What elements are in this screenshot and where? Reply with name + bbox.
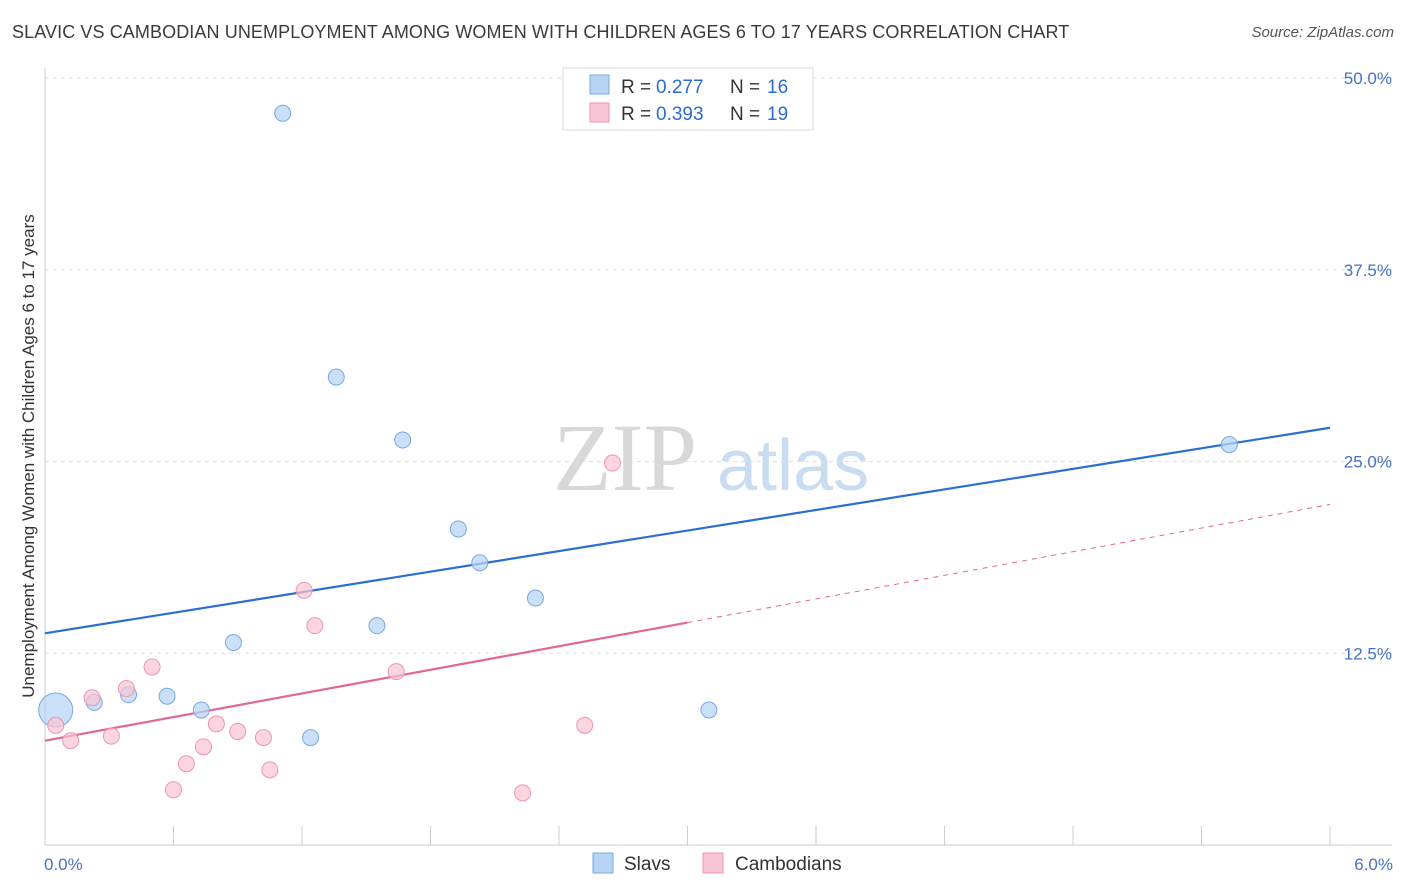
legend-bottom-slavs: Slavs	[624, 854, 670, 875]
legend-bottom-cambodians: Cambodians	[735, 854, 842, 875]
legend-slavs-n-value: 16	[767, 77, 788, 98]
gridlines	[45, 77, 1392, 654]
legend-bottom-swatch-slavs	[592, 852, 614, 874]
watermark-atlas: atlas	[717, 426, 869, 506]
legend-bottom-swatch-cambodians	[702, 852, 724, 874]
point-slavs-4	[192, 701, 210, 719]
legend-slavs-r-value: 0.277	[656, 77, 704, 98]
legend-slavs-n-label: N =	[730, 77, 760, 98]
x-tick-label-0: 0.0%	[44, 855, 83, 874]
legend-camb-n-label: N =	[730, 104, 760, 125]
point-cambodians-13	[295, 581, 313, 599]
y-tick-label-0: 12.5%	[1344, 644, 1392, 663]
x-tick-label-1: 6.0%	[1354, 855, 1393, 874]
legend-slavs-r-label: R =	[621, 77, 651, 98]
point-slavs-3	[158, 687, 176, 705]
point-slavs-7	[302, 729, 320, 747]
point-cambodians-5	[143, 658, 161, 676]
point-slavs-15	[1220, 436, 1238, 454]
point-slavs-12	[471, 554, 489, 572]
point-slavs-5	[224, 634, 242, 652]
point-cambodians-0	[47, 716, 65, 734]
y-axis-label: Unemployment Among Women with Children A…	[19, 214, 38, 698]
point-cambodians-2	[83, 689, 101, 707]
legend-camb-r-value: 0.393	[656, 104, 704, 125]
point-slavs-10	[394, 431, 412, 449]
point-cambodians-15	[387, 663, 405, 681]
point-cambodians-10	[229, 722, 247, 740]
point-cambodians-9	[207, 715, 225, 733]
legend-swatch-cambodians	[589, 102, 610, 123]
axes	[44, 68, 1392, 846]
trend-line-cambodians	[44, 621, 688, 742]
trend-line-slavs	[44, 426, 1331, 635]
point-cambodians-12	[261, 761, 279, 779]
point-cambodians-7	[177, 755, 195, 773]
chart-title: SLAVIC VS CAMBODIAN UNEMPLOYMENT AMONG W…	[12, 22, 1070, 42]
y-tick-labels: 12.5% 25.0% 37.5% 50.0%	[1344, 69, 1392, 663]
point-cambodians-16	[514, 784, 532, 802]
legend-top: R = 0.277 N = 16 R = 0.393 N = 19	[562, 67, 814, 131]
point-slavs-6	[274, 104, 292, 122]
point-cambodians-18	[604, 454, 622, 472]
watermark-zip: ZIP	[553, 404, 697, 511]
y-tick-label-1: 25.0%	[1344, 453, 1392, 472]
y-tick-label-2: 37.5%	[1344, 261, 1392, 280]
x-tick-labels: 0.0% 6.0%	[44, 855, 1393, 874]
point-cambodians-14	[306, 617, 324, 635]
source-credit: Source: ZipAtlas.com	[1251, 24, 1394, 41]
legend-camb-n-value: 19	[767, 104, 788, 125]
point-cambodians-3	[102, 727, 120, 745]
point-cambodians-6	[165, 781, 182, 799]
legend-camb-r-label: R =	[621, 104, 651, 125]
y-tick-label-3: 50.0%	[1344, 69, 1392, 88]
point-slavs-11	[449, 520, 467, 538]
point-slavs-13	[526, 589, 544, 607]
trend-line-cambodians-extension	[687, 503, 1331, 624]
legend-swatch-slavs	[589, 74, 610, 95]
trend-lines	[44, 426, 1331, 742]
point-cambodians-17	[576, 716, 594, 734]
point-cambodians-8	[194, 738, 212, 756]
point-slavs-8	[327, 368, 345, 386]
point-cambodians-1	[62, 732, 80, 750]
point-slavs-9	[368, 617, 386, 635]
point-cambodians-4	[117, 680, 135, 698]
data-points	[38, 104, 1238, 802]
legend-bottom: Slavs Cambodians	[592, 852, 842, 875]
point-slavs-14	[700, 701, 718, 719]
point-cambodians-11	[254, 729, 272, 747]
